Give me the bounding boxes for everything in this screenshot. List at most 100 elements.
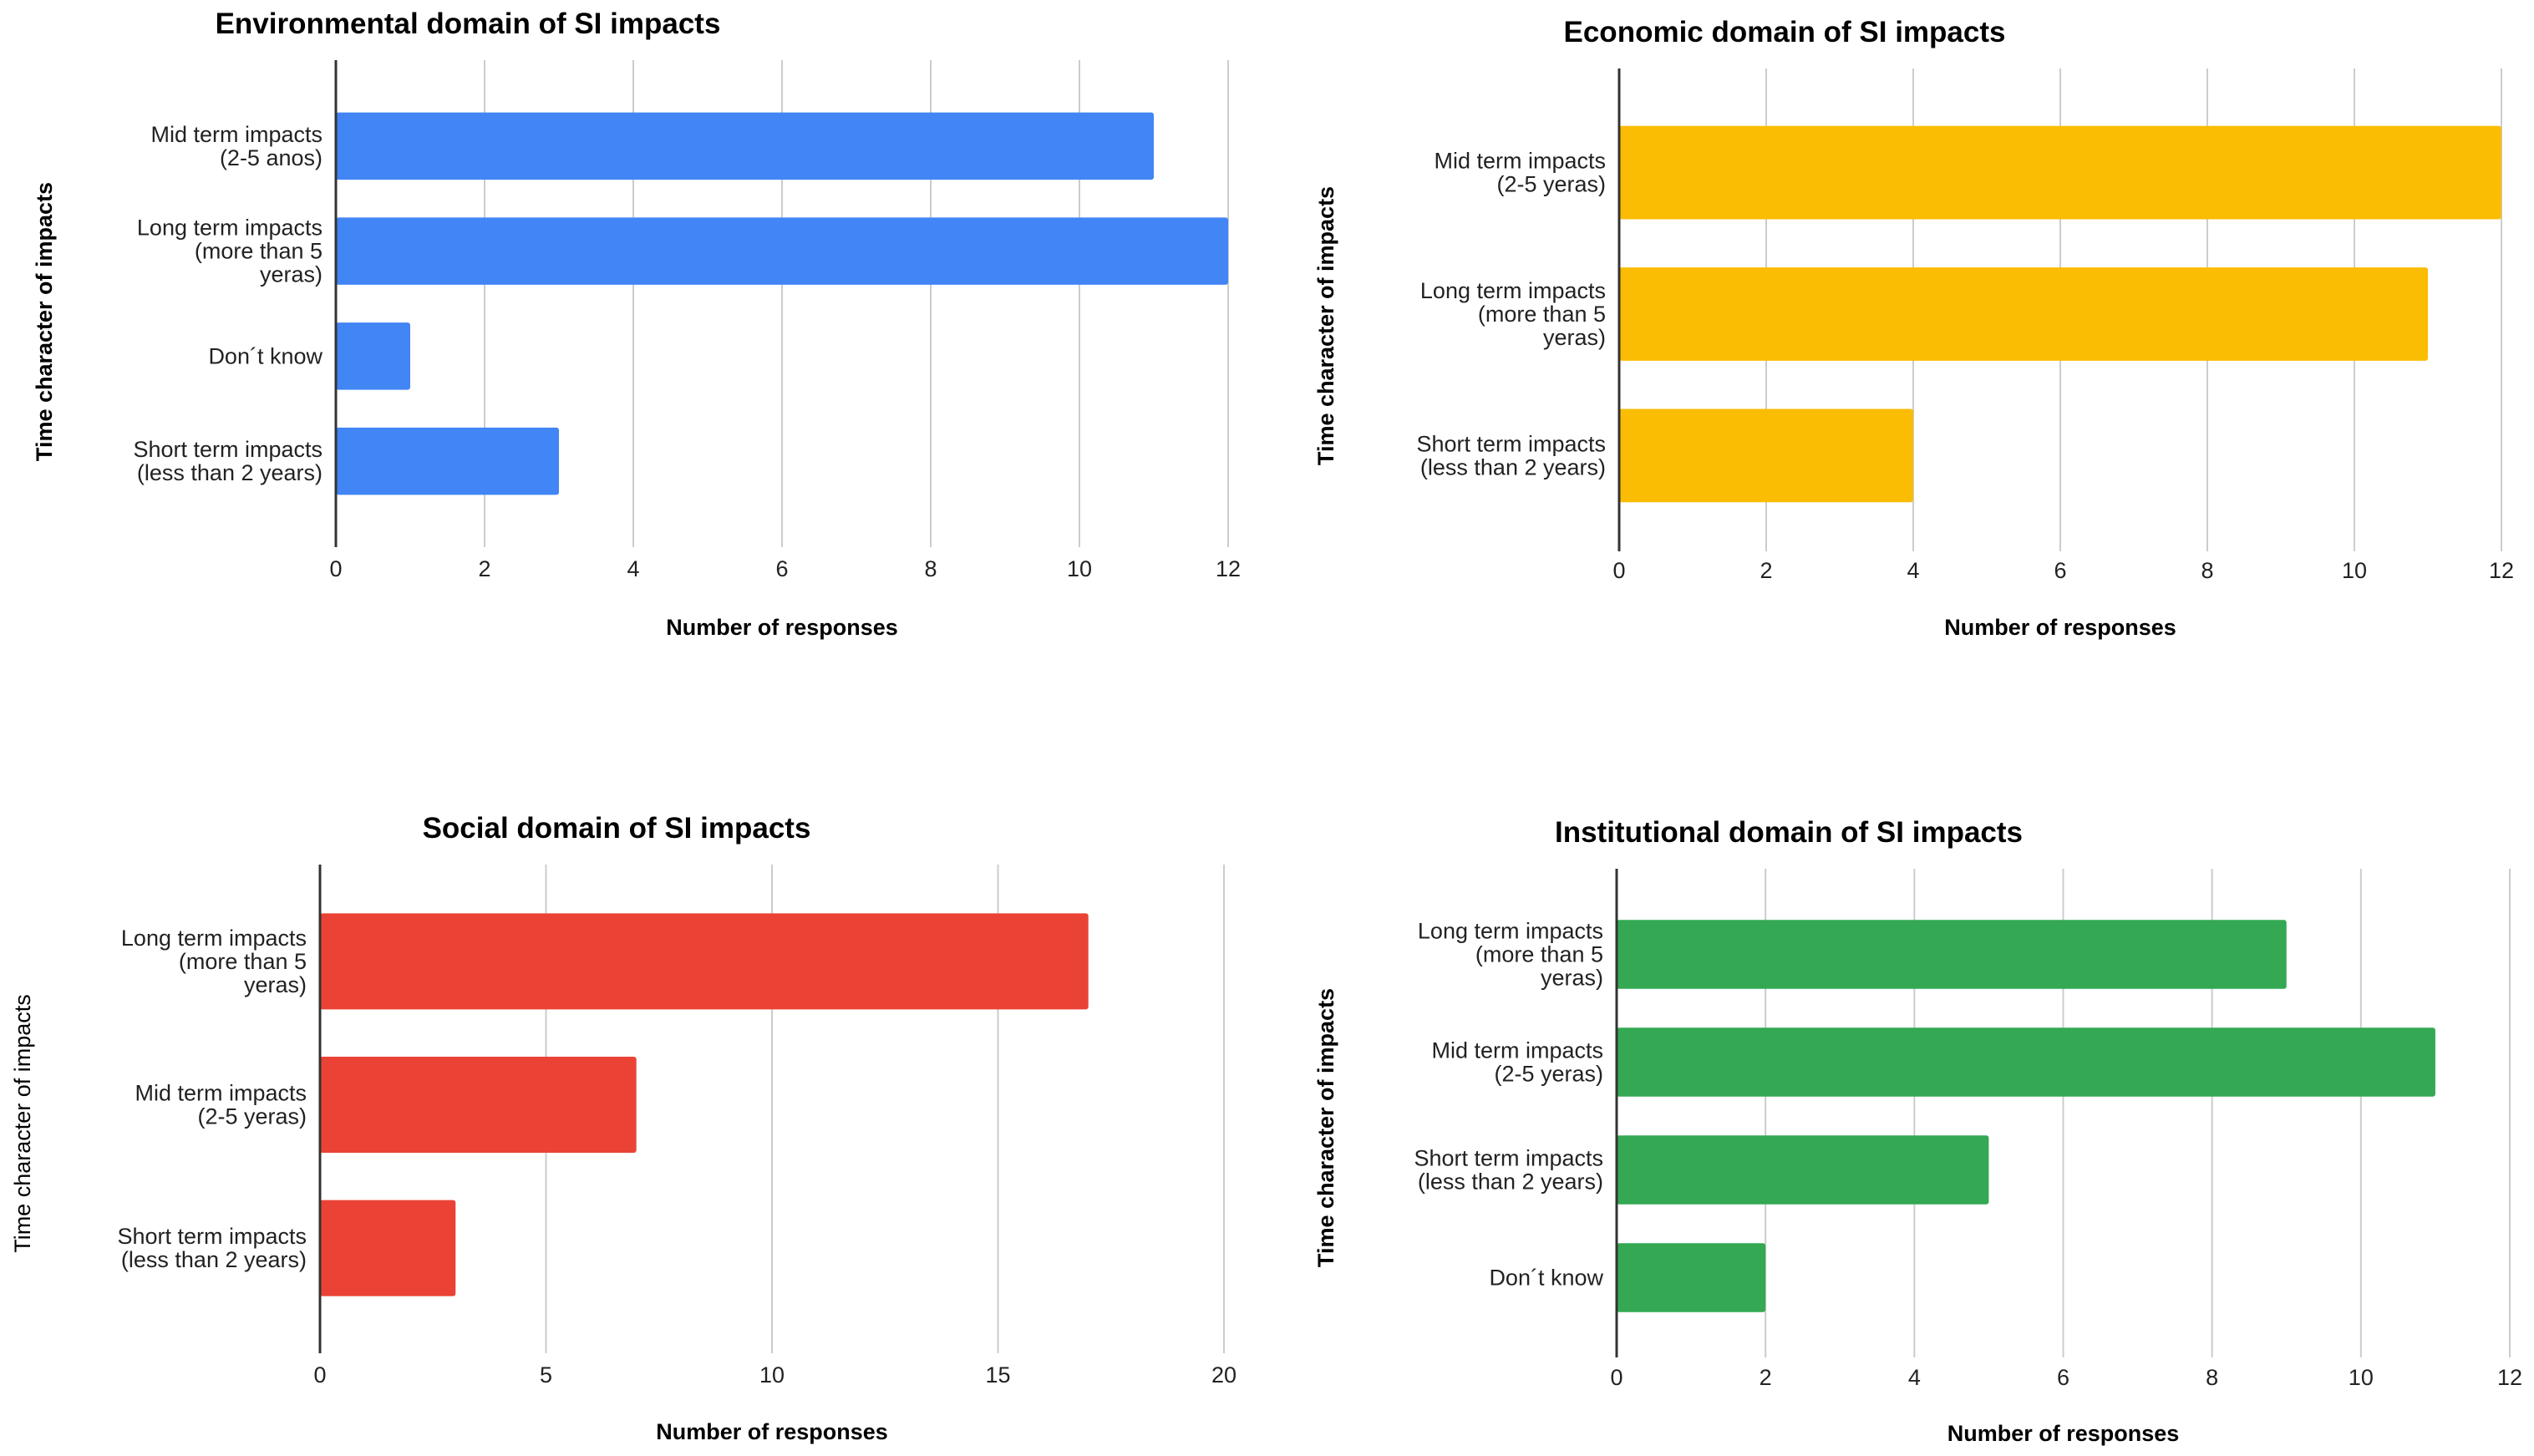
bar-short-term-impacts — [320, 1200, 456, 1296]
category-label-line: (2-5 anos) — [220, 145, 322, 170]
economic-domain-chart: Economic domain of SI impacts 0 2 4 6 8 10 12 Mi… — [1313, 16, 2514, 640]
category-label-line: Long term impacts — [1418, 919, 1603, 944]
category-label-line: Long term impacts — [1420, 278, 1606, 303]
bar-don-t-know — [336, 322, 410, 390]
x-tick-label: 8 — [2206, 1365, 2218, 1390]
chart-title: Institutional domain of SI impacts — [1555, 816, 2023, 849]
category-label-line: Mid term impacts — [1434, 149, 1606, 174]
chart-title: Economic domain of SI impacts — [1564, 16, 2006, 48]
category-label: Short term impacts (less than 2 years) — [117, 1224, 307, 1272]
category-label-line: Short term impacts — [117, 1224, 307, 1249]
y-axis-title: Time character of impacts — [10, 994, 35, 1253]
bar-don-t-know — [1617, 1243, 1766, 1312]
category-label: Don´t know — [1489, 1266, 1603, 1291]
category-label: Short term impacts (less than 2 years) — [1414, 1146, 1603, 1195]
bar-long-term-impacts — [320, 913, 1089, 1010]
x-tick-label: 0 — [329, 556, 342, 581]
x-tick-label: 12 — [2489, 558, 2514, 583]
category-label: Mid term impacts (2-5 yeras) — [135, 1081, 307, 1129]
y-axis-title: Time character of impacts — [1313, 988, 1338, 1267]
chart-title: Social domain of SI impacts — [423, 812, 811, 845]
category-label-line: yeras) — [260, 262, 322, 287]
category-label: Short term impacts (less than 2 years) — [1416, 431, 1606, 479]
category-label: Long term impacts (more than 5 yeras) — [137, 216, 322, 287]
x-axis-title: Number of responses — [666, 615, 898, 640]
y-axis-title: Time character of impacts — [32, 182, 57, 461]
x-tick-label: 6 — [775, 556, 788, 581]
y-axis-title: Time character of impacts — [1313, 186, 1338, 465]
bar-mid-term-impacts — [336, 112, 1154, 180]
category-label-line: (less than 2 years) — [121, 1247, 307, 1272]
category-label: Long term impacts (more than 5 yeras) — [121, 926, 307, 997]
category-label-line: Short term impacts — [1416, 431, 1606, 456]
category-label-line: (2-5 yeras) — [197, 1104, 307, 1129]
category-label-line: yeras) — [244, 972, 307, 997]
category-label-line: Mid term impacts — [1431, 1038, 1603, 1063]
category-label-line: (more than 5 — [1475, 942, 1603, 967]
institutional-domain-chart: Institutional domain of SI impacts 0 2 4 6 8 1… — [1313, 816, 2522, 1446]
x-tick-label: 10 — [2349, 1365, 2374, 1390]
x-tick-label: 2 — [478, 556, 490, 581]
category-label-line: (2-5 yeras) — [1494, 1062, 1603, 1087]
category-label-line: (less than 2 years) — [1420, 454, 1606, 479]
x-tick-label: 20 — [1211, 1362, 1237, 1388]
x-tick-label: 4 — [1908, 1365, 1921, 1390]
x-tick-label: 0 — [1612, 558, 1625, 583]
category-label-line: yeras) — [1543, 325, 1606, 350]
x-tick-label: 8 — [2201, 558, 2213, 583]
category-label-line: (more than 5 — [179, 949, 307, 974]
category-label-line: (more than 5 — [195, 239, 322, 264]
bar-mid-term-impacts — [1619, 125, 2501, 220]
category-label-line: (2-5 yeras) — [1496, 172, 1606, 197]
category-label: Don´t know — [208, 343, 322, 368]
bar-short-term-impacts — [336, 427, 559, 495]
bar-short-term-impacts — [1617, 1135, 1989, 1205]
category-label-line: Mid term impacts — [135, 1081, 307, 1106]
category-label-line: (more than 5 — [1478, 302, 1606, 327]
category-label-line: Don´t know — [1489, 1266, 1603, 1291]
category-label: Long term impacts (more than 5 yeras) — [1418, 919, 1603, 991]
x-tick-label: 0 — [313, 1362, 326, 1388]
bar-long-term-impacts — [1617, 920, 2287, 989]
category-label-line: (less than 2 years) — [1418, 1169, 1603, 1195]
x-tick-label: 10 — [2342, 558, 2367, 583]
category-label: Short term impacts (less than 2 years) — [133, 437, 322, 485]
x-tick-label: 2 — [1760, 1365, 1772, 1390]
x-tick-label: 6 — [2054, 558, 2066, 583]
x-tick-label: 4 — [627, 556, 639, 581]
category-label-line: Long term impacts — [121, 926, 307, 951]
category-label: Mid term impacts (2-5 anos) — [150, 122, 322, 170]
social-domain-chart: Social domain of SI impacts 0 5 10 15 20 Long … — [10, 812, 1237, 1444]
bar-short-term-impacts — [1619, 408, 1913, 503]
x-tick-label: 10 — [759, 1362, 785, 1388]
category-label-line: yeras) — [1541, 966, 1603, 991]
category-label: Mid term impacts (2-5 yeras) — [1434, 149, 1606, 197]
category-label-line: Short term impacts — [133, 437, 322, 462]
category-label-line: Long term impacts — [137, 216, 322, 241]
x-tick-label: 12 — [1216, 556, 1241, 581]
x-tick-label: 10 — [1067, 556, 1092, 581]
x-axis-title: Number of responses — [1947, 1421, 2180, 1446]
bar-long-term-impacts — [336, 217, 1228, 285]
x-tick-label: 5 — [540, 1362, 552, 1388]
bar-long-term-impacts — [1619, 267, 2428, 361]
bar-mid-term-impacts — [320, 1056, 637, 1154]
environmental-domain-chart: Environmental domain of SI impacts 0 2 4 6 8 1… — [32, 8, 1241, 640]
x-tick-label: 4 — [1907, 558, 1919, 583]
bar-mid-term-impacts — [1617, 1027, 2435, 1097]
x-tick-label: 8 — [924, 556, 937, 581]
x-tick-label: 12 — [2497, 1365, 2522, 1390]
category-label-line: (less than 2 years) — [137, 460, 322, 485]
x-tick-label: 15 — [985, 1362, 1010, 1388]
x-axis-title: Number of responses — [1944, 615, 2176, 640]
chart-title: Environmental domain of SI impacts — [216, 8, 721, 40]
category-label-line: Mid term impacts — [150, 122, 322, 147]
category-label: Mid term impacts (2-5 yeras) — [1431, 1038, 1603, 1087]
x-tick-label: 2 — [1760, 558, 1772, 583]
category-label-line: Don´t know — [208, 343, 322, 368]
category-label: Long term impacts (more than 5 yeras) — [1420, 278, 1606, 350]
category-label-line: Short term impacts — [1414, 1146, 1603, 1171]
x-axis-title: Number of responses — [656, 1419, 888, 1444]
x-tick-label: 0 — [1610, 1365, 1622, 1390]
